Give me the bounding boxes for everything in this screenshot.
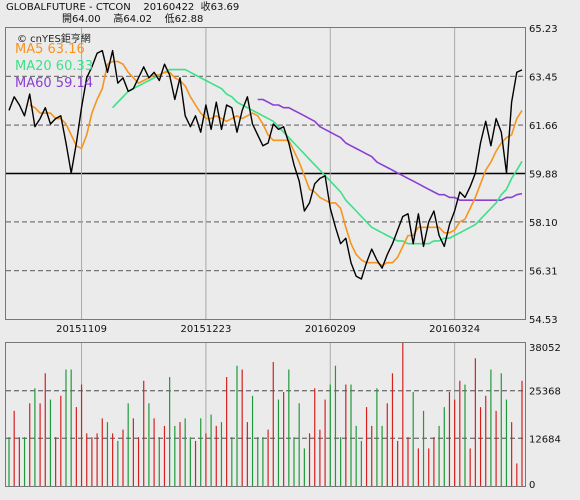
date-tick-label: 20160324 bbox=[429, 324, 480, 335]
price-tick-label: 63.45 bbox=[529, 72, 558, 83]
series-line-ma60 bbox=[257, 98, 523, 201]
price-tick-label: 56.31 bbox=[529, 267, 558, 278]
price-tick-label: 58.10 bbox=[529, 218, 558, 229]
price-tick-label: 59.88 bbox=[529, 170, 558, 181]
volume-tick-label: 38052 bbox=[529, 343, 561, 354]
legend-ma60-label: MA60 bbox=[15, 76, 52, 91]
legend-ma20: MA20 60.33 bbox=[15, 59, 93, 74]
legend-ma5-label: MA5 bbox=[15, 42, 44, 57]
chart-header-title: GLOBALFUTURE - CTCON 20160422 收63.69 bbox=[6, 2, 240, 13]
legend-ma5: MA5 63.16 bbox=[15, 42, 85, 57]
volume-panel-frame bbox=[5, 342, 526, 487]
price-tick-label: 54.53 bbox=[529, 315, 558, 326]
volume-bars bbox=[8, 343, 523, 486]
date-tick-label: 20151223 bbox=[180, 324, 231, 335]
legend-ma60-value: 59.14 bbox=[55, 76, 94, 91]
date-axis-ticks: 20151109 20151223 20160209 20160324 bbox=[56, 324, 480, 335]
price-tick-label: 65.23 bbox=[529, 24, 558, 35]
legend-ma60: MA60 59.14 bbox=[15, 76, 93, 91]
volume-tick-label: 0 bbox=[529, 480, 535, 491]
cnyes-watermark: © cnYES鉅亨網 bbox=[17, 34, 91, 45]
series-line-ma20 bbox=[112, 68, 523, 245]
date-tick-label: 20151109 bbox=[56, 324, 107, 335]
series-line-ma5 bbox=[29, 60, 523, 267]
legend-ma5-value: 63.16 bbox=[47, 42, 85, 57]
legend-ma20-label: MA20 bbox=[15, 59, 52, 74]
series-line-close bbox=[8, 49, 523, 280]
price-axis-ticks: 65.23 63.45 61.66 59.88 58.10 56.31 54.53 bbox=[529, 24, 558, 326]
volume-tick-label: 25368 bbox=[529, 387, 561, 398]
volume-tick-label: 12684 bbox=[529, 434, 561, 445]
chart-header-ohlc: 開64.00 高64.02 低62.88 bbox=[62, 14, 204, 25]
price-series bbox=[8, 49, 523, 280]
volume-axis-ticks: 38052 25368 12684 0 bbox=[529, 343, 561, 491]
price-tick-label: 61.66 bbox=[529, 121, 558, 132]
date-tick-label: 20160209 bbox=[305, 324, 356, 335]
legend-ma20-value: 60.33 bbox=[55, 59, 94, 74]
